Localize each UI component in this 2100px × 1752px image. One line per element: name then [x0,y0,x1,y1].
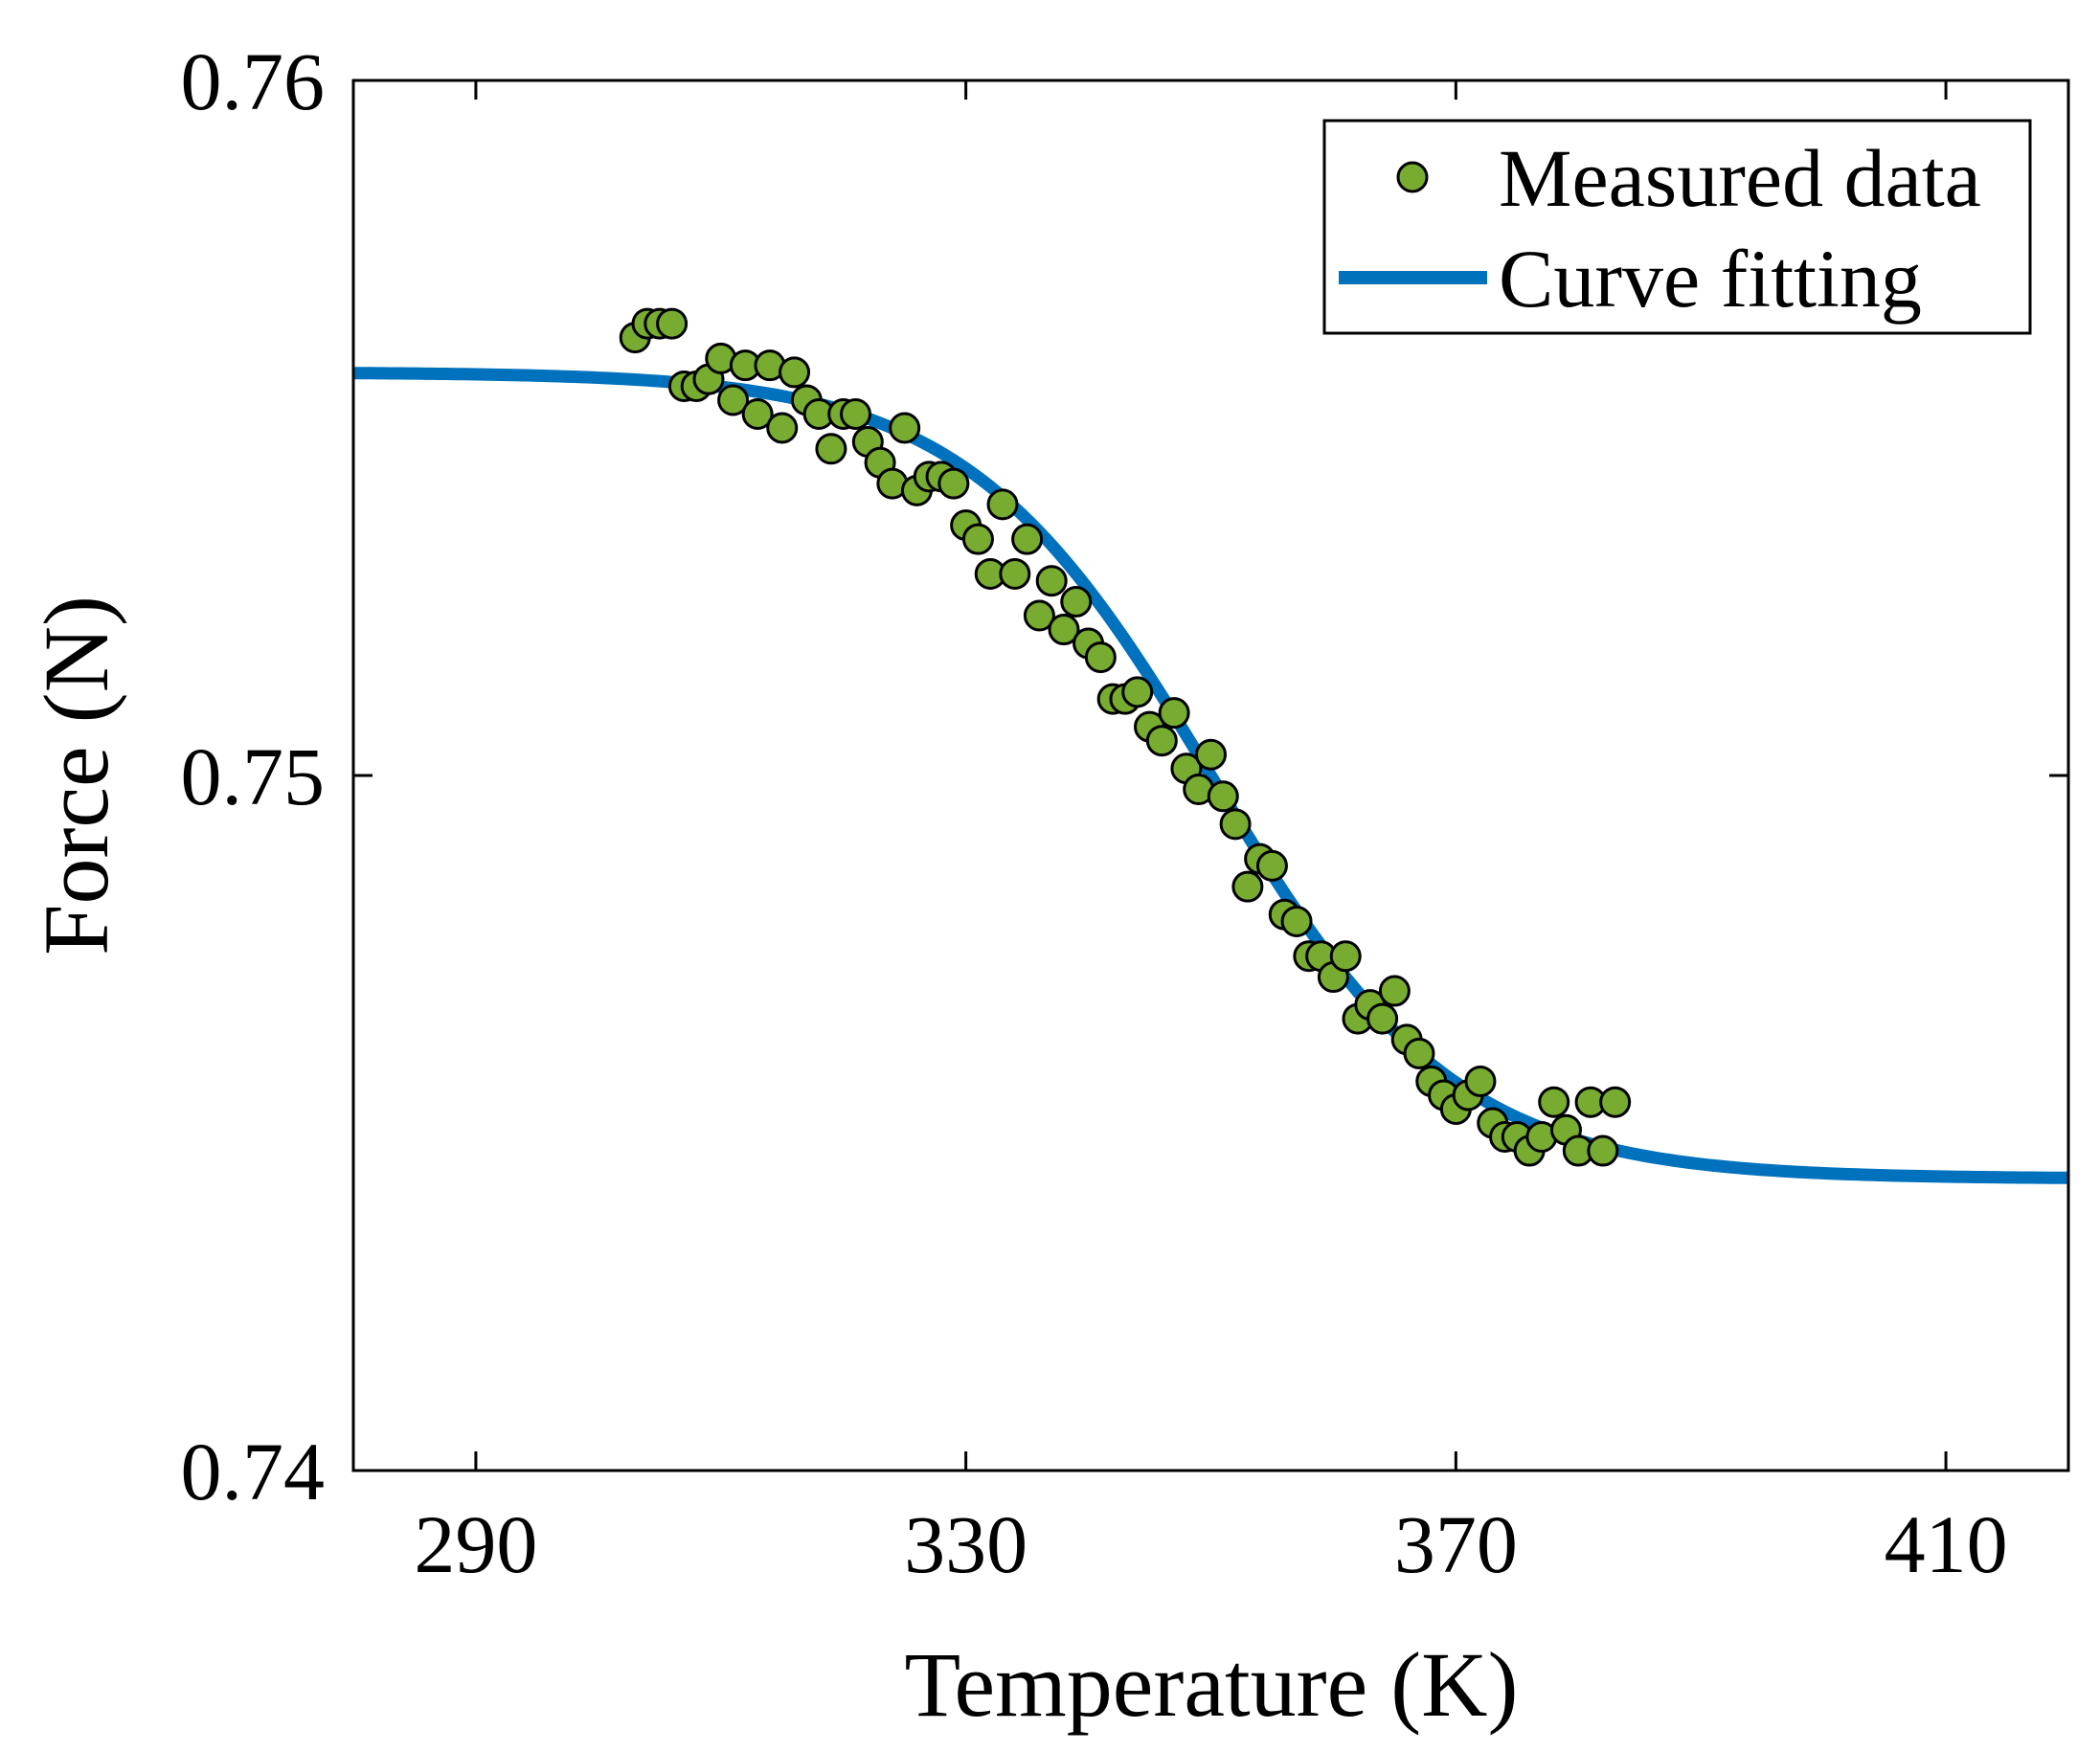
legend-label-measured-data: Measured data [1499,132,1981,224]
y-tick-label: 0.76 [181,35,326,127]
measured-data-point [1538,1086,1570,1118]
measured-data-point [1011,523,1044,555]
legend-box [1322,119,2032,335]
measured-data-point [986,488,1019,521]
measured-data-point [1587,1134,1619,1167]
measured-data-point [1060,586,1093,618]
measured-data-point [779,356,811,389]
measured-data-point [1255,849,1288,882]
measured-data-point [1366,1002,1399,1035]
measured-data-point [1048,614,1080,646]
y-tick-label: 0.74 [181,1426,326,1517]
measured-data-point [840,397,872,430]
measured-data-point [1158,697,1190,730]
measured-data-point [999,557,1031,590]
x-tick-label: 410 [1885,1498,2008,1590]
measured-data-point [1231,870,1264,903]
measured-data-point [1195,738,1227,771]
measured-data-point [815,433,847,465]
measured-data-point [1599,1086,1632,1118]
x-tick-label: 370 [1394,1498,1518,1590]
measured-data-point [656,307,689,340]
measured-data-point [766,412,799,444]
measured-data-point [1329,940,1362,973]
measured-data-point [1378,975,1411,1007]
measured-data-point [961,523,994,555]
measured-data-point [717,384,750,416]
x-tick-label: 330 [904,1498,1027,1590]
curve-fitting-line [353,367,2068,1184]
measured-data-point [937,467,970,500]
x-axis-title: Temperature (K) [905,1633,1519,1736]
measured-data-point [1464,1065,1497,1097]
measured-data-point [1145,725,1178,757]
measured-data-point [1035,565,1068,597]
measured-data-point [889,412,921,444]
legend: Measured data Curve fitting [1322,119,2032,335]
measured-data-point [1084,641,1117,674]
measured-data-point [1023,599,1055,632]
measured-data-point [1403,1037,1435,1069]
y-axis-title: Force (N) [25,595,127,955]
x-tick-label: 290 [414,1498,537,1590]
measured-data-point [1219,808,1252,841]
measured-data-point [1280,905,1313,937]
measured-data-point [741,397,774,430]
measured-data-point [1121,676,1154,708]
y-tick-label: 0.75 [181,730,326,822]
measured-data-point [1207,780,1239,813]
legend-label-curve-fitting: Curve fitting [1499,233,1922,325]
legend-marker-measured-data [1396,161,1429,193]
